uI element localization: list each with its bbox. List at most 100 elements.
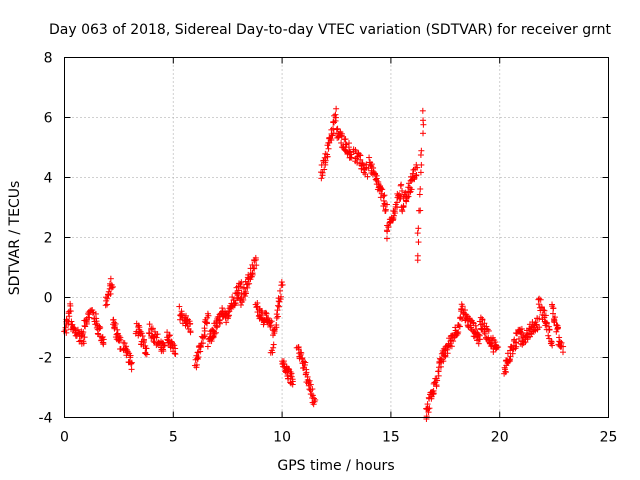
plus-marker xyxy=(277,287,284,294)
plus-marker xyxy=(382,206,389,213)
y-tick-label: 8 xyxy=(44,51,53,67)
plus-marker xyxy=(102,302,109,309)
plus-marker xyxy=(536,315,543,322)
plus-marker xyxy=(66,313,73,320)
plus-marker xyxy=(251,265,258,272)
plus-marker xyxy=(309,386,316,393)
plus-marker xyxy=(459,303,466,310)
plus-marker xyxy=(333,105,340,112)
plus-marker xyxy=(553,328,560,335)
plus-marker xyxy=(475,340,482,347)
axis-ticks xyxy=(64,57,609,418)
plus-marker xyxy=(542,312,549,319)
plus-marker xyxy=(385,224,392,231)
plus-marker xyxy=(280,358,287,365)
plus-marker xyxy=(100,336,107,343)
plus-marker xyxy=(509,346,516,353)
plus-marker xyxy=(240,285,247,292)
plus-marker xyxy=(149,325,156,332)
plus-marker xyxy=(128,366,135,373)
plus-marker xyxy=(123,343,130,350)
plus-marker xyxy=(473,326,480,333)
plus-marker xyxy=(397,193,404,200)
plus-marker xyxy=(352,147,359,154)
plus-marker xyxy=(277,293,284,300)
plus-marker xyxy=(560,343,567,350)
plus-marker xyxy=(307,381,314,388)
plus-marker xyxy=(325,145,332,152)
y-tick-labels: -4 -2 0 2 4 6 8 xyxy=(39,51,53,427)
plus-marker xyxy=(237,302,244,309)
plus-marker xyxy=(330,130,337,137)
plus-marker xyxy=(142,342,149,349)
plus-marker xyxy=(252,254,259,261)
plus-marker xyxy=(476,336,483,343)
plus-marker xyxy=(212,329,219,336)
plus-marker xyxy=(306,377,313,384)
plus-marker xyxy=(74,326,81,333)
plus-marker xyxy=(560,349,567,356)
plus-marker xyxy=(127,352,134,359)
plus-marker xyxy=(223,319,230,326)
plus-marker xyxy=(415,239,422,246)
plus-marker xyxy=(434,377,441,384)
plus-marker xyxy=(160,348,167,355)
plus-marker xyxy=(86,314,93,321)
plus-marker xyxy=(348,154,355,161)
plus-marker xyxy=(249,270,256,277)
y-tick-label: 0 xyxy=(44,291,53,307)
plus-marker xyxy=(67,308,74,315)
plus-marker xyxy=(211,330,218,337)
y-tick-label: 4 xyxy=(44,171,53,187)
plus-marker xyxy=(143,345,150,352)
plus-marker xyxy=(377,194,384,201)
plus-marker xyxy=(357,156,364,163)
plus-marker xyxy=(462,307,469,314)
plus-marker xyxy=(153,334,160,341)
plus-marker xyxy=(203,320,210,327)
plus-marker xyxy=(440,358,447,365)
plus-marker xyxy=(187,320,194,327)
plus-marker xyxy=(342,136,349,143)
plus-marker xyxy=(384,228,391,235)
plus-marker xyxy=(321,166,328,173)
plus-marker xyxy=(81,334,88,341)
plus-marker xyxy=(216,320,223,327)
plus-marker xyxy=(214,323,221,330)
plus-marker xyxy=(364,173,371,180)
y-tick-label: -4 xyxy=(39,411,53,427)
plus-marker xyxy=(429,388,436,395)
plus-marker xyxy=(483,323,490,330)
plus-marker xyxy=(548,338,555,345)
plus-marker xyxy=(338,139,345,146)
plus-marker xyxy=(444,350,451,357)
plus-marker xyxy=(104,295,111,302)
plus-marker xyxy=(531,326,538,333)
plus-marker xyxy=(470,319,477,326)
plus-marker xyxy=(455,329,462,336)
plus-marker xyxy=(405,193,412,200)
x-tick-label: 10 xyxy=(273,430,291,446)
plus-marker xyxy=(274,302,281,309)
plus-marker xyxy=(493,344,500,351)
plus-marker xyxy=(309,392,316,399)
plus-marker xyxy=(515,335,522,342)
plus-marker xyxy=(270,344,277,351)
plus-marker xyxy=(109,283,116,290)
plus-marker xyxy=(253,262,260,269)
plus-marker xyxy=(146,321,153,328)
plus-marker xyxy=(114,330,121,337)
plus-marker xyxy=(419,107,426,114)
y-tick-label: -2 xyxy=(39,351,53,367)
plus-marker xyxy=(183,319,190,326)
plus-marker xyxy=(116,336,123,343)
plus-marker xyxy=(194,349,201,356)
plus-marker xyxy=(535,301,542,308)
plus-marker xyxy=(287,368,294,375)
plus-marker xyxy=(303,369,310,376)
plus-marker xyxy=(210,334,217,341)
plus-marker xyxy=(238,279,245,286)
plus-marker xyxy=(506,356,513,363)
y-tick-label: 6 xyxy=(44,111,53,127)
plus-marker xyxy=(304,373,311,380)
